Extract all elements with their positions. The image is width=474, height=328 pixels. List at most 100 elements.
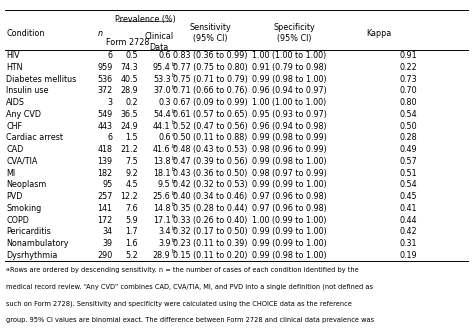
Text: MI: MI bbox=[6, 169, 15, 177]
Text: 0.52 (0.47 to 0.56): 0.52 (0.47 to 0.56) bbox=[173, 122, 248, 131]
Text: 0.6: 0.6 bbox=[158, 133, 171, 142]
Text: b: b bbox=[172, 191, 176, 196]
Text: 182: 182 bbox=[97, 169, 112, 177]
Text: 9.5: 9.5 bbox=[158, 180, 171, 189]
Text: n: n bbox=[97, 29, 102, 37]
Text: 3: 3 bbox=[108, 98, 112, 107]
Text: 0.44: 0.44 bbox=[399, 215, 417, 224]
Text: CHF: CHF bbox=[6, 122, 22, 131]
Text: 443: 443 bbox=[98, 122, 112, 131]
Text: 0.99 (0.98 to 0.99): 0.99 (0.98 to 0.99) bbox=[252, 133, 327, 142]
Text: 14.8: 14.8 bbox=[153, 204, 171, 213]
Text: b: b bbox=[172, 214, 176, 219]
Text: b: b bbox=[172, 120, 176, 125]
Text: 0.47 (0.39 to 0.56): 0.47 (0.39 to 0.56) bbox=[173, 157, 248, 166]
Text: 5.2: 5.2 bbox=[125, 251, 138, 260]
Text: 290: 290 bbox=[97, 251, 112, 260]
Text: 0.71 (0.66 to 0.76): 0.71 (0.66 to 0.76) bbox=[173, 87, 248, 95]
Text: 95: 95 bbox=[102, 180, 112, 189]
Text: Any CVD: Any CVD bbox=[6, 110, 41, 119]
Text: 0.99 (0.98 to 1.00): 0.99 (0.98 to 1.00) bbox=[252, 75, 327, 84]
Text: 74.3: 74.3 bbox=[120, 63, 138, 72]
Text: 0.98 (0.97 to 0.99): 0.98 (0.97 to 0.99) bbox=[252, 169, 327, 177]
Text: 1.00 (0.99 to 1.00): 1.00 (0.99 to 1.00) bbox=[252, 215, 327, 224]
Text: HTN: HTN bbox=[6, 63, 23, 72]
Text: COPD: COPD bbox=[6, 215, 29, 224]
Text: 0.15 (0.11 to 0.20): 0.15 (0.11 to 0.20) bbox=[173, 251, 248, 260]
Text: 0.61 (0.57 to 0.65): 0.61 (0.57 to 0.65) bbox=[173, 110, 248, 119]
Text: 7.6: 7.6 bbox=[126, 204, 138, 213]
Text: 21.2: 21.2 bbox=[120, 145, 138, 154]
Text: Dysrhythmia: Dysrhythmia bbox=[6, 251, 57, 260]
Text: 37.0: 37.0 bbox=[153, 87, 171, 95]
Text: group. 95% CI values are binomial exact. The difference between Form 2728 and cl: group. 95% CI values are binomial exact.… bbox=[6, 317, 374, 323]
Text: 3.4: 3.4 bbox=[158, 227, 171, 236]
Text: 0.91: 0.91 bbox=[399, 51, 417, 60]
Text: 40.5: 40.5 bbox=[120, 75, 138, 84]
Text: 0.73: 0.73 bbox=[399, 75, 417, 84]
Text: 5.9: 5.9 bbox=[125, 215, 138, 224]
Text: 0.83 (0.36 to 0.99): 0.83 (0.36 to 0.99) bbox=[173, 51, 248, 60]
Text: 0.67 (0.09 to 0.99): 0.67 (0.09 to 0.99) bbox=[173, 98, 248, 107]
Text: 0.99 (0.99 to 1.00): 0.99 (0.99 to 1.00) bbox=[252, 180, 327, 189]
Text: 0.41: 0.41 bbox=[399, 204, 417, 213]
Text: 0.32 (0.17 to 0.50): 0.32 (0.17 to 0.50) bbox=[173, 227, 248, 236]
Text: 0.98 (0.96 to 0.99): 0.98 (0.96 to 0.99) bbox=[252, 145, 327, 154]
Text: b: b bbox=[172, 73, 176, 78]
Text: Diabetes mellitus: Diabetes mellitus bbox=[6, 75, 76, 84]
Text: 9.2: 9.2 bbox=[125, 169, 138, 177]
Text: PVD: PVD bbox=[6, 192, 22, 201]
Text: b: b bbox=[172, 249, 176, 255]
Text: 0.99 (0.98 to 1.00): 0.99 (0.98 to 1.00) bbox=[252, 251, 327, 260]
Text: 0.99 (0.99 to 1.00): 0.99 (0.99 to 1.00) bbox=[252, 227, 327, 236]
Text: Sensitivity
(95% CI): Sensitivity (95% CI) bbox=[190, 23, 231, 43]
Text: b: b bbox=[172, 202, 176, 208]
Text: 549: 549 bbox=[97, 110, 112, 119]
Text: 24.9: 24.9 bbox=[120, 122, 138, 131]
Text: b: b bbox=[172, 167, 176, 172]
Text: b: b bbox=[172, 62, 176, 67]
Text: b: b bbox=[172, 109, 176, 113]
Text: b: b bbox=[172, 238, 176, 243]
Text: 172: 172 bbox=[97, 215, 112, 224]
Text: 0.23 (0.11 to 0.39): 0.23 (0.11 to 0.39) bbox=[173, 239, 248, 248]
Text: 12.2: 12.2 bbox=[120, 192, 138, 201]
Text: 536: 536 bbox=[97, 75, 112, 84]
Text: 257: 257 bbox=[97, 192, 112, 201]
Text: 44.1: 44.1 bbox=[153, 122, 171, 131]
Text: Pericarditis: Pericarditis bbox=[6, 227, 51, 236]
Text: 28.9: 28.9 bbox=[153, 251, 171, 260]
Text: Cardiac arrest: Cardiac arrest bbox=[6, 133, 63, 142]
Text: 0.42: 0.42 bbox=[399, 227, 417, 236]
Text: 34: 34 bbox=[102, 227, 112, 236]
Text: Condition: Condition bbox=[6, 29, 45, 37]
Text: 0.91 (0.79 to 0.98): 0.91 (0.79 to 0.98) bbox=[252, 63, 327, 72]
Text: 0.96 (0.94 to 0.98): 0.96 (0.94 to 0.98) bbox=[252, 122, 327, 131]
Text: 13.8: 13.8 bbox=[153, 157, 171, 166]
Text: 17.1: 17.1 bbox=[153, 215, 171, 224]
Text: b: b bbox=[172, 226, 176, 231]
Text: a: a bbox=[6, 267, 9, 272]
Text: Clinical
Data: Clinical Data bbox=[145, 32, 174, 52]
Text: 25.6: 25.6 bbox=[153, 192, 171, 201]
Text: CVA/TIA: CVA/TIA bbox=[6, 157, 37, 166]
Text: 0.50 (0.11 to 0.88): 0.50 (0.11 to 0.88) bbox=[173, 133, 248, 142]
Text: 1.7: 1.7 bbox=[126, 227, 138, 236]
Text: HIV: HIV bbox=[6, 51, 20, 60]
Text: Specificity
(95% CI): Specificity (95% CI) bbox=[273, 23, 315, 43]
Text: 4.5: 4.5 bbox=[126, 180, 138, 189]
Text: 0.57: 0.57 bbox=[399, 157, 417, 166]
Text: 95.4: 95.4 bbox=[153, 63, 171, 72]
Text: 0.95 (0.93 to 0.97): 0.95 (0.93 to 0.97) bbox=[252, 110, 327, 119]
Text: 0.6: 0.6 bbox=[158, 51, 171, 60]
Text: 0.45: 0.45 bbox=[399, 192, 417, 201]
Text: Kappa: Kappa bbox=[366, 29, 392, 37]
Text: 0.50: 0.50 bbox=[399, 122, 417, 131]
Text: such on Form 2728). Sensitivity and specificity were calculated using the CHOICE: such on Form 2728). Sensitivity and spec… bbox=[6, 300, 352, 307]
Text: 0.80: 0.80 bbox=[399, 98, 417, 107]
Text: 54.4: 54.4 bbox=[153, 110, 171, 119]
Text: 0.31: 0.31 bbox=[399, 239, 417, 248]
Text: 1.00 (1.00 to 1.00): 1.00 (1.00 to 1.00) bbox=[252, 51, 327, 60]
Text: 0.54: 0.54 bbox=[399, 110, 417, 119]
Text: Form 2728: Form 2728 bbox=[106, 37, 149, 47]
